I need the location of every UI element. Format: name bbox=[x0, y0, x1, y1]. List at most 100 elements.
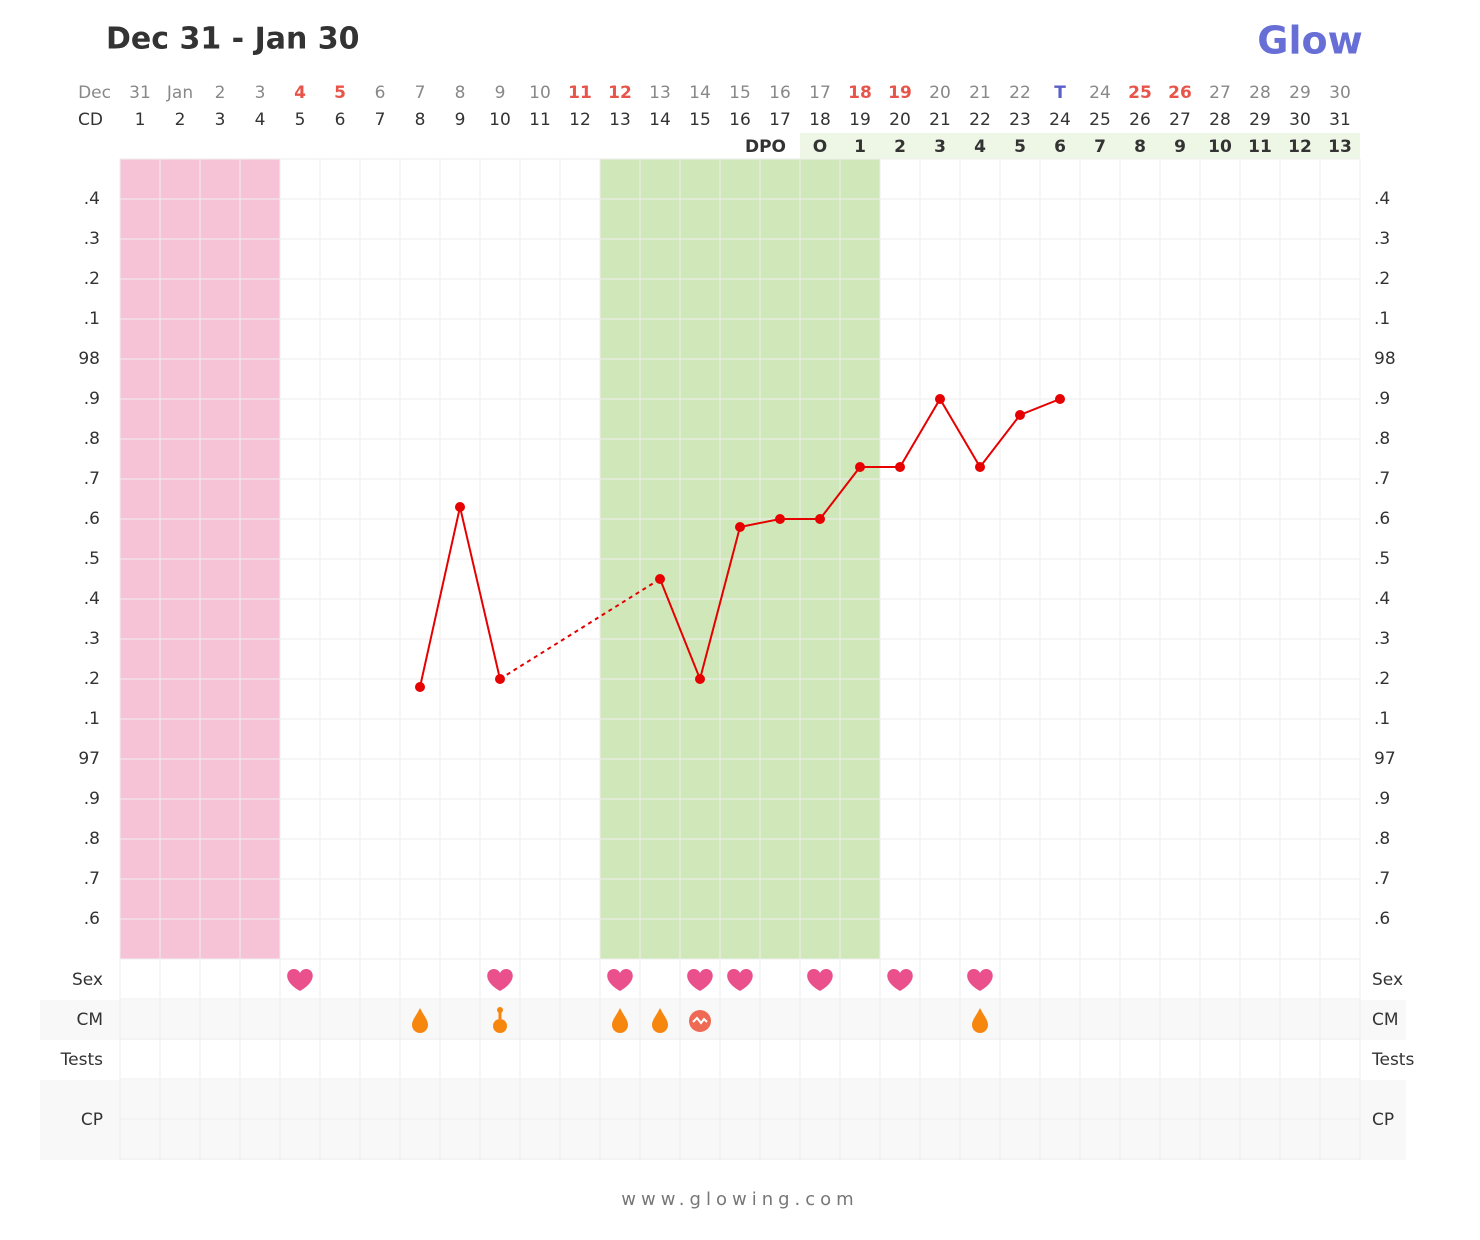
dpo-value: 4 bbox=[974, 137, 986, 157]
cd-label: 17 bbox=[769, 110, 791, 130]
cm-icon bbox=[652, 1008, 668, 1033]
row-label: CP bbox=[1372, 1110, 1394, 1130]
cd-label: 9 bbox=[455, 110, 466, 130]
date-label: 2 bbox=[215, 83, 226, 103]
y-tick-label: .3 bbox=[84, 629, 100, 649]
cd-label: 1 bbox=[135, 110, 146, 130]
date-label: 24 bbox=[1089, 83, 1111, 103]
y2-tick-label: .8 bbox=[1374, 829, 1390, 849]
y-tick-label: .2 bbox=[84, 669, 100, 689]
cd-label: 12 bbox=[569, 110, 591, 130]
chart-title: Dec 31 - Jan 30 bbox=[106, 22, 360, 57]
date-label: 31 bbox=[129, 83, 151, 103]
cd-label: 23 bbox=[1009, 110, 1031, 130]
temperature-point bbox=[855, 462, 865, 472]
y2-tick-label: 98 bbox=[1374, 349, 1396, 369]
cd-label: 3 bbox=[215, 110, 226, 130]
y-tick-label: 97 bbox=[78, 749, 100, 769]
cd-label: 14 bbox=[649, 110, 671, 130]
y2-tick-label: 97 bbox=[1374, 749, 1396, 769]
dpo-label: DPO bbox=[745, 137, 786, 157]
month-label: Dec bbox=[78, 83, 111, 103]
sex-heart bbox=[487, 969, 513, 991]
dpo-value: 3 bbox=[934, 137, 946, 157]
date-label: 17 bbox=[809, 83, 831, 103]
cd-label: 6 bbox=[335, 110, 346, 130]
date-label: 6 bbox=[375, 83, 386, 103]
temperature-point bbox=[895, 462, 905, 472]
cm-icon bbox=[972, 1008, 988, 1033]
y2-tick-label: .3 bbox=[1374, 629, 1390, 649]
date-label: 14 bbox=[689, 83, 711, 103]
cm-icon bbox=[412, 1008, 428, 1033]
cd-label: 7 bbox=[375, 110, 386, 130]
date-label: 21 bbox=[969, 83, 991, 103]
dpo-value: 9 bbox=[1174, 137, 1186, 157]
date-label: 27 bbox=[1209, 83, 1231, 103]
y-tick-label: .4 bbox=[84, 189, 100, 209]
temperature-line bbox=[419, 506, 501, 688]
date-label: 19 bbox=[888, 83, 912, 103]
y-tick-label: .7 bbox=[84, 469, 100, 489]
dpo-value: 10 bbox=[1208, 137, 1232, 157]
y2-tick-label: .9 bbox=[1374, 789, 1390, 809]
footer: www.glowing.com bbox=[621, 1189, 858, 1210]
y-tick-label: .3 bbox=[84, 229, 100, 249]
temperature-point bbox=[455, 502, 465, 512]
sex-heart bbox=[967, 969, 993, 991]
date-label: 29 bbox=[1289, 83, 1311, 103]
y2-tick-label: .4 bbox=[1374, 589, 1390, 609]
date-label: 13 bbox=[649, 83, 671, 103]
date-label: 3 bbox=[255, 83, 266, 103]
y2-tick-label: .8 bbox=[1374, 429, 1390, 449]
y2-tick-label: .5 bbox=[1374, 549, 1390, 569]
cd-label: 31 bbox=[1329, 110, 1351, 130]
sex-heart bbox=[687, 969, 713, 991]
temperature-point bbox=[695, 674, 705, 684]
date-label: 20 bbox=[929, 83, 951, 103]
cd-label: 5 bbox=[295, 110, 306, 130]
y2-tick-label: .3 bbox=[1374, 229, 1390, 249]
cm-icon-part bbox=[412, 1008, 428, 1033]
y-tick-label: .7 bbox=[84, 869, 100, 889]
dpo-value: 8 bbox=[1134, 137, 1146, 157]
temperature-point bbox=[1055, 394, 1065, 404]
temperature-point bbox=[1015, 410, 1025, 420]
date-label: 30 bbox=[1329, 83, 1351, 103]
cd-label: 30 bbox=[1289, 110, 1311, 130]
dpo-value: O bbox=[813, 137, 827, 157]
row-label: CM bbox=[1372, 1010, 1399, 1030]
row-label: CM bbox=[76, 1010, 103, 1030]
cd-label: 29 bbox=[1249, 110, 1271, 130]
sex-heart bbox=[287, 969, 313, 991]
cd-label: 18 bbox=[809, 110, 831, 130]
y-tick-label: .9 bbox=[84, 789, 100, 809]
temperature-point bbox=[495, 674, 505, 684]
dpo-value: 1 bbox=[854, 137, 866, 157]
y2-tick-label: .4 bbox=[1374, 189, 1390, 209]
y2-tick-label: .6 bbox=[1374, 509, 1390, 529]
y-tick-label: .4 bbox=[84, 589, 100, 609]
dpo-value: 2 bbox=[894, 137, 906, 157]
cm-icon-part bbox=[612, 1008, 628, 1033]
temperature-point bbox=[975, 462, 985, 472]
cd-label: 25 bbox=[1089, 110, 1111, 130]
y-tick-label: .6 bbox=[84, 909, 100, 929]
logo: Glow bbox=[1257, 19, 1362, 63]
temperature-point bbox=[415, 682, 425, 692]
date-label: 8 bbox=[455, 83, 466, 103]
row-label: Sex bbox=[72, 970, 103, 990]
y2-tick-label: .2 bbox=[1374, 269, 1390, 289]
y-tick-label: .1 bbox=[84, 709, 100, 729]
row-label: Sex bbox=[1372, 970, 1403, 990]
row-label: Tests bbox=[60, 1050, 103, 1070]
temperature-point bbox=[655, 574, 665, 584]
y-tick-label: .9 bbox=[84, 389, 100, 409]
cm-icon-part bbox=[972, 1008, 988, 1033]
cm-icon bbox=[689, 1010, 711, 1032]
y-tick-label: .5 bbox=[84, 549, 100, 569]
y-tick-label: .2 bbox=[84, 269, 100, 289]
cd-label: 11 bbox=[529, 110, 551, 130]
y2-tick-label: .6 bbox=[1374, 909, 1390, 929]
